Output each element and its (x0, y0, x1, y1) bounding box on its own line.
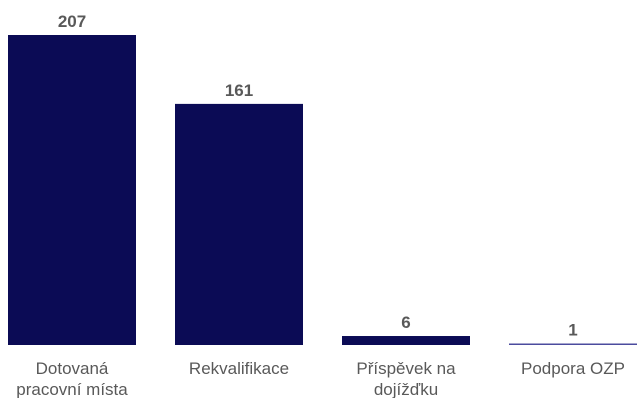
category-label-1: Dotovaná pracovní místa (16, 359, 128, 398)
category-label-4: Podpora OZP (521, 359, 625, 378)
data-label-2: 161 (225, 81, 253, 100)
category-label-3: Příspěvek na dojížďku (356, 359, 456, 398)
category-labels-group: Dotovaná pracovní místa Rekvalifikace Přísp… (16, 359, 625, 398)
category-label-line: Dotovaná (36, 359, 109, 378)
bar-1 (8, 35, 136, 345)
category-label-line: dojížďku (374, 380, 438, 398)
data-label-3: 6 (401, 313, 410, 332)
category-label-line: pracovní místa (16, 380, 128, 398)
data-label-4: 1 (568, 321, 577, 340)
category-label-2: Rekvalifikace (189, 359, 289, 378)
bar-2 (175, 103, 303, 345)
bar-4 (509, 343, 637, 345)
category-label-line: Příspěvek na (356, 359, 456, 378)
category-label-line: Podpora OZP (521, 359, 625, 378)
category-label-line: Rekvalifikace (189, 359, 289, 378)
bars-group (8, 35, 637, 345)
bar-3 (342, 336, 470, 345)
data-label-1: 207 (58, 12, 86, 31)
